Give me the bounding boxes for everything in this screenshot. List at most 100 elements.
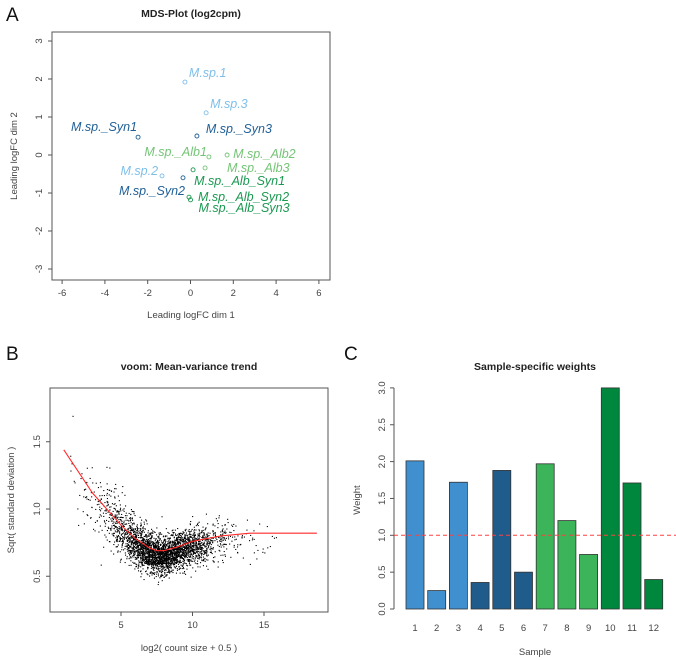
voom-point <box>207 538 209 540</box>
voom-point <box>113 532 115 534</box>
voom-point <box>90 517 92 519</box>
voom-point <box>173 552 175 554</box>
voom-point <box>166 571 168 573</box>
voom-point <box>191 557 193 559</box>
voom-point <box>150 559 152 561</box>
voom-point <box>135 539 137 541</box>
voom-point <box>117 516 119 518</box>
voom-point <box>148 534 150 536</box>
voom-point <box>150 563 152 565</box>
voom-point <box>132 536 134 538</box>
voom-point <box>249 540 251 542</box>
voom-point <box>194 538 196 540</box>
voom-point <box>99 509 101 511</box>
voom-point <box>81 473 83 475</box>
voom-point <box>194 562 196 564</box>
voom-point <box>201 545 203 547</box>
voom-point <box>199 543 201 545</box>
voom-point <box>206 551 208 553</box>
voom-point <box>173 560 175 562</box>
voom-point <box>172 532 174 534</box>
voom-point <box>231 524 233 526</box>
voom-point <box>150 551 152 553</box>
voom-point <box>169 558 171 560</box>
voom-point <box>178 546 180 548</box>
voom-point <box>149 542 151 544</box>
voom-point <box>199 547 201 549</box>
voom-point <box>158 553 160 555</box>
voom-point <box>161 573 163 575</box>
voom-point <box>154 552 156 554</box>
voom-point <box>205 527 207 529</box>
voom-point <box>171 559 173 561</box>
voom-point <box>134 531 136 533</box>
voom-point <box>200 557 202 559</box>
voom-point <box>206 554 208 556</box>
voom-point <box>177 548 179 550</box>
voom-point <box>183 555 185 557</box>
voom-point <box>158 581 160 583</box>
voom-point <box>147 553 149 555</box>
voom-point <box>173 557 175 559</box>
voom-point <box>179 538 181 540</box>
voom-point <box>122 509 124 511</box>
voom-point <box>129 530 131 532</box>
voom-point <box>144 542 146 544</box>
voom-point <box>169 550 171 552</box>
voom-point <box>176 559 178 561</box>
mds-point <box>190 167 196 173</box>
voom-point <box>144 559 146 561</box>
voom-point <box>174 567 176 569</box>
voom-point <box>206 555 208 557</box>
voom-point <box>127 543 129 545</box>
voom-point <box>134 528 136 530</box>
voom-point <box>149 533 151 535</box>
voom-point <box>192 533 194 535</box>
voom-point <box>147 532 149 534</box>
voom-point <box>220 554 222 556</box>
voom-point <box>167 538 169 540</box>
voom-point <box>188 544 190 546</box>
voom-point <box>170 571 172 573</box>
voom-point <box>100 510 102 512</box>
voom-point <box>175 557 177 559</box>
voom-point <box>171 545 173 547</box>
voom-point <box>149 554 151 556</box>
voom-point <box>130 551 132 553</box>
voom-point <box>217 544 219 546</box>
voom-point <box>178 536 180 538</box>
voom-point <box>153 531 155 533</box>
voom-point <box>187 539 189 541</box>
voom-point <box>137 554 139 556</box>
voom-point <box>167 566 169 568</box>
voom-point <box>153 552 155 554</box>
voom-point <box>151 532 153 534</box>
voom-point <box>135 566 137 568</box>
voom-point <box>203 542 205 544</box>
voom-point <box>146 561 148 563</box>
voom-point <box>191 544 193 546</box>
voom-point <box>199 556 201 558</box>
voom-point <box>146 560 148 562</box>
voom-point <box>163 548 165 550</box>
voom-point <box>176 562 178 564</box>
voom-point <box>111 525 113 527</box>
voom-point <box>221 539 223 541</box>
voom-point <box>132 547 134 549</box>
voom-point <box>156 554 158 556</box>
voom-point <box>133 533 135 535</box>
voom-point <box>205 513 207 515</box>
voom-point <box>212 531 214 533</box>
voom-point <box>133 556 135 558</box>
voom-point <box>149 540 151 542</box>
voom-point <box>134 562 136 564</box>
voom-point <box>164 544 166 546</box>
voom-point <box>130 518 132 520</box>
voom-point <box>157 549 159 551</box>
voom-point <box>109 514 111 516</box>
voom-point <box>188 529 190 531</box>
voom-point <box>138 537 140 539</box>
voom-point <box>168 540 170 542</box>
voom-point <box>132 540 134 542</box>
voom-point <box>162 575 164 577</box>
